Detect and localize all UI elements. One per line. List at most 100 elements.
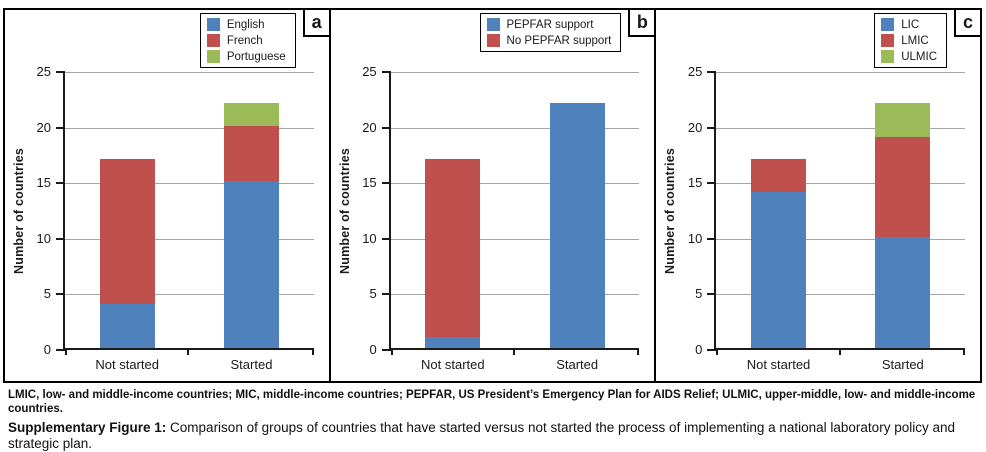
figure-panels: a English French Portuguese Number of countr… [3,8,983,383]
plot-area: 0 5 10 15 20 25 Not started Started [362,64,640,372]
legend-label: Portuguese [226,50,286,63]
y-axis-tick-label: 5 [43,286,51,302]
x-axis-tick [187,348,190,355]
x-axis-tick [963,348,966,355]
x-category-label: Started [556,357,599,372]
y-axis-title: Number of countries [12,147,26,275]
y-axis-tick [56,71,65,73]
y-axis-tick-label: 10 [362,230,377,246]
y-axis-tick-label: 15 [36,175,51,191]
y-axis-tick [707,126,717,129]
bar-stack-started [549,103,605,348]
legend-label: LIC [901,18,920,31]
legend-item: Portuguese [206,50,286,63]
bar-stack-started [875,103,931,348]
y-axis-tick-label: 0 [43,342,51,357]
legend-swatch-icon [881,50,895,63]
x-axis-tick [716,348,719,355]
x-axis-tick [637,348,640,355]
legend-swatch-icon [206,34,220,47]
legend-item: LIC [881,18,937,31]
y-axis-tick-label: 5 [695,286,703,302]
gridline [716,127,966,129]
x-axis-tick [838,348,841,355]
y-axis-tick-label: 15 [687,175,703,191]
abbreviations-line: LMIC, low- and middle-income countries; … [8,389,976,416]
legend-swatch-icon [486,18,500,31]
bar-segment-pepfar-support [425,336,481,348]
gridline [390,127,640,129]
bar-segment-french [99,158,155,304]
y-axis-tick [707,293,717,296]
gridline [390,238,640,240]
legend-label: English [226,18,265,31]
y-axis-tick-label: 10 [36,230,51,246]
gridline [65,127,314,129]
figure-caption: Supplementary Figure 1: Comparison of gr… [8,420,980,452]
gridline [65,238,314,240]
y-axis-tick-label: 25 [36,64,51,79]
y-axis-tick-label: 0 [369,342,377,357]
gridline [390,72,640,73]
bar-segment-portuguese [224,103,279,126]
gridline [716,294,966,296]
y-axis-tick-label: 20 [362,119,377,135]
legend-label: PEPFAR support [506,18,594,31]
bar-segment-lmic [875,136,931,237]
y-axis-tick-label: 20 [36,119,51,135]
x-axis-tick [390,348,393,355]
y-axis-tick-label: 20 [687,119,703,135]
y-axis-tick [56,182,65,185]
legend-label: LMIC [901,34,929,47]
y-axis-tick [56,293,65,296]
panel-letter-c: c [954,8,983,37]
panel-letter-a: a [302,8,331,37]
legend-label: No PEPFAR support [506,34,612,47]
chart-panel-b: b PEPFAR support No PEPFAR support Number o… [328,8,657,381]
y-axis-tick-label: 10 [687,230,703,246]
legend-swatch-icon [881,18,895,31]
gridline [390,294,640,296]
legend: LIC LMIC ULMIC [874,13,948,68]
bar-segment-english [224,181,279,348]
legend: English French Portuguese [199,13,296,68]
plot-area: 0 5 10 15 20 25 Not started Started [37,64,314,372]
x-category-label: Started [881,357,924,372]
bar-segment-ulmic [875,103,931,137]
bar-segment-no-pepfar-support [425,158,481,337]
bar-stack-not-started [751,158,806,348]
legend-swatch-icon [881,34,895,47]
y-axis-tick [707,71,717,73]
bar-stack-started [224,103,279,348]
y-axis-title: Number of countries [663,147,678,275]
y-axis-title: Number of countries [337,147,352,275]
y-axis-tick [381,126,391,129]
bar-segment-pepfar-support [549,103,605,348]
legend-swatch-icon [486,34,500,47]
y-axis-tick-label: 15 [362,175,377,191]
x-category-label: Not started [746,357,811,372]
x-axis-tick [311,348,314,355]
chart-panel-a: a English French Portuguese Number of countr… [5,8,331,381]
y-axis-tick [381,293,391,296]
y-axis-tick [707,182,717,185]
legend-item: ULMIC [881,50,937,63]
y-axis-tick [381,71,391,73]
chart-panel-c: c LIC LMIC ULMIC Number of countries 0 5 10 15 20… [654,8,983,381]
y-axis-tick [381,349,391,351]
bar-segment-english [99,303,155,348]
x-category-label: Started [230,357,273,372]
y-axis-tick [56,237,65,240]
figure-caption-label: Supplementary Figure 1: [8,419,167,435]
y-axis-tick [707,349,717,351]
y-axis-tick [56,349,65,351]
y-axis-tick [381,237,391,240]
figure-caption-block: LMIC, low- and middle-income countries; … [8,388,980,452]
gridline [65,72,314,73]
bar-segment-lic [875,236,931,348]
legend-item: LMIC [881,34,937,47]
gridline [716,183,966,185]
x-axis-tick [65,348,67,355]
bar-segment-lmic [751,158,806,193]
